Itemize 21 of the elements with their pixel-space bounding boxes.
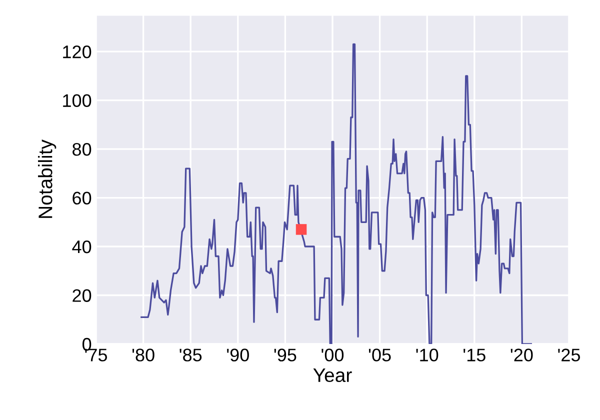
- x-tick-label: '80: [132, 348, 154, 362]
- x-tick-label: '15: [464, 348, 486, 362]
- x-tick-label: '00: [322, 348, 344, 362]
- x-tick-label: '10: [416, 348, 438, 362]
- y-tick-label: 0: [82, 338, 92, 351]
- y-axis-title: Notability: [38, 140, 56, 218]
- y-tick-label: 100: [63, 94, 92, 108]
- y-tick-label: 60: [72, 192, 92, 204]
- y-tick-label: 80: [72, 142, 92, 156]
- x-tick-label: '05: [368, 348, 391, 362]
- y-tick-label: 20: [72, 289, 92, 302]
- x-tick-label: '75: [85, 348, 108, 362]
- x-tick-label: '95: [274, 348, 296, 362]
- x-axis-title: Year: [313, 368, 352, 382]
- y-tick-label: 120: [63, 45, 92, 58]
- x-tick-label: '90: [227, 348, 249, 362]
- x-tick-label: '25: [558, 348, 580, 362]
- x-tick-label: '85: [180, 348, 202, 362]
- x-tick-label: '20: [510, 348, 533, 362]
- line-series: [140, 43, 532, 344]
- y-tick-label: 40: [72, 240, 92, 254]
